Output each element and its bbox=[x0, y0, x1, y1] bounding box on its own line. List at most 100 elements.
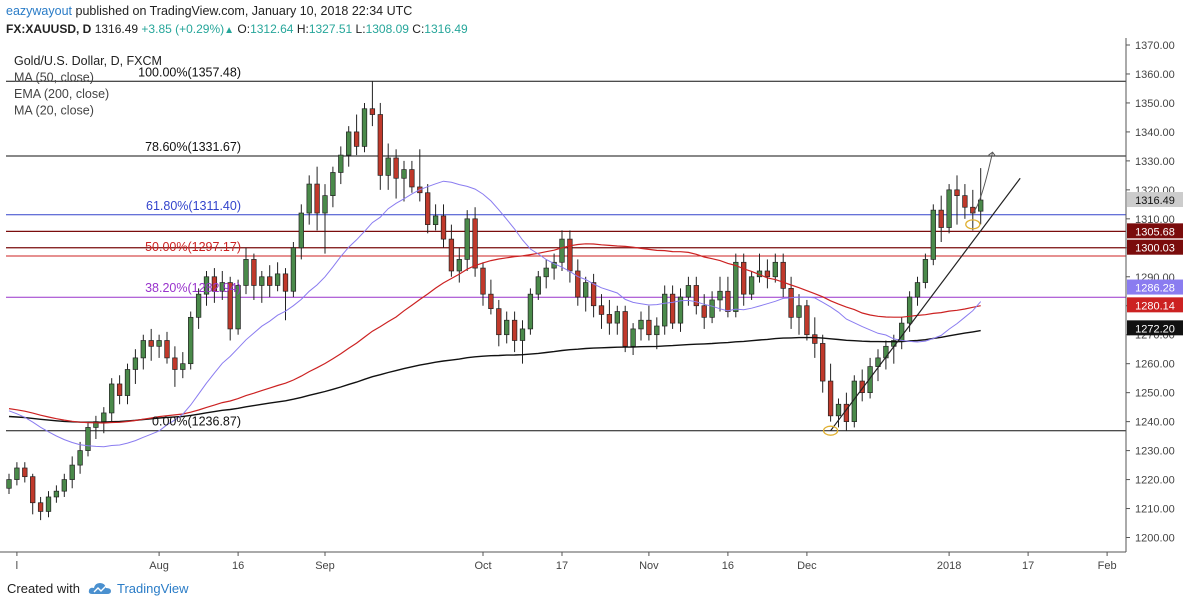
candle bbox=[646, 305, 652, 341]
candle bbox=[938, 195, 944, 243]
candle-body-up bbox=[203, 276, 210, 295]
candle bbox=[61, 473, 67, 497]
pivot-marker bbox=[822, 425, 839, 436]
candle bbox=[606, 299, 613, 335]
candle-body-down bbox=[962, 195, 968, 208]
candle bbox=[164, 331, 170, 364]
candle bbox=[583, 276, 589, 312]
candle bbox=[962, 184, 968, 219]
candle bbox=[298, 204, 304, 260]
candle bbox=[685, 276, 692, 306]
candle bbox=[764, 259, 771, 289]
candle-body-up bbox=[527, 293, 534, 330]
candle bbox=[875, 349, 881, 382]
candle bbox=[662, 285, 668, 335]
price-change: +3.85 (+0.29%) bbox=[141, 22, 225, 36]
candle bbox=[820, 334, 826, 393]
candle bbox=[69, 456, 75, 489]
price-chart[interactable]: 100.00%(1357.48) 78.60%(1331.67) 61.80%(13… bbox=[0, 38, 1184, 572]
candle bbox=[172, 346, 178, 387]
time-tick-label: 16 bbox=[722, 560, 734, 572]
candle bbox=[195, 288, 202, 329]
candle bbox=[669, 285, 676, 329]
candle-body-down bbox=[377, 114, 383, 176]
candle bbox=[306, 175, 312, 225]
candle bbox=[22, 462, 28, 483]
candle bbox=[53, 485, 60, 503]
candle bbox=[551, 253, 557, 280]
candle bbox=[361, 102, 368, 153]
candle-body-up bbox=[922, 259, 929, 283]
candle bbox=[511, 311, 518, 353]
candle bbox=[93, 415, 99, 440]
symbol-label[interactable]: FX:XAUUSD, D bbox=[6, 22, 92, 36]
candle-body-down bbox=[820, 343, 826, 382]
close-value: 1316.49 bbox=[424, 22, 468, 36]
candle bbox=[235, 279, 241, 335]
price-badge bbox=[1127, 223, 1183, 239]
candle-body-down bbox=[701, 305, 707, 318]
candle bbox=[322, 184, 328, 254]
open-value: 1312.64 bbox=[250, 22, 294, 36]
candle-body-up bbox=[717, 290, 723, 301]
publish-line: eazywayout published on TradingView.com,… bbox=[6, 4, 412, 18]
price-tick-label: 1360.00 bbox=[1135, 69, 1175, 81]
author-link[interactable]: eazywayout bbox=[6, 4, 73, 18]
candle bbox=[922, 253, 929, 289]
candle-body-up bbox=[298, 212, 304, 249]
up-arrow-icon: ▲ bbox=[224, 25, 235, 36]
candle-body-up bbox=[14, 467, 20, 480]
candle-body-up bbox=[733, 261, 739, 312]
candle-body-up bbox=[559, 238, 565, 263]
fib-level-label: 0.00%(1236.87) bbox=[152, 415, 241, 429]
time-tick-label: Nov bbox=[639, 560, 659, 572]
candle bbox=[85, 421, 91, 457]
legend-item: Gold/U.S. Dollar, D, FXCM bbox=[14, 54, 162, 68]
open-label: O: bbox=[237, 22, 251, 36]
candle bbox=[45, 491, 52, 518]
time-tick-label: l bbox=[16, 560, 18, 572]
candle bbox=[717, 276, 723, 312]
candle-body-down bbox=[488, 293, 494, 309]
candle-body-down bbox=[267, 276, 273, 286]
candle bbox=[6, 473, 12, 495]
candle-body-up bbox=[61, 479, 67, 492]
candle-body-down bbox=[116, 383, 123, 396]
candle-body-up bbox=[519, 328, 526, 341]
candle-body-down bbox=[369, 108, 376, 115]
candle bbox=[77, 441, 83, 474]
candle-body-down bbox=[393, 157, 399, 179]
candle-body-up bbox=[638, 319, 644, 330]
candle bbox=[219, 270, 225, 300]
candle bbox=[385, 143, 391, 190]
candle-body-up bbox=[456, 259, 462, 272]
price-tick-label: 1200.00 bbox=[1135, 533, 1175, 545]
candle bbox=[346, 126, 352, 167]
candle-body-down bbox=[622, 311, 628, 347]
price-tick-label: 1370.00 bbox=[1135, 40, 1175, 52]
candle-body-up bbox=[978, 199, 984, 212]
candle bbox=[859, 369, 865, 402]
candle bbox=[693, 276, 699, 315]
tradingview-link[interactable]: TradingView bbox=[117, 581, 189, 596]
candle-body-down bbox=[788, 288, 794, 318]
candle-body-down bbox=[172, 357, 178, 370]
candle-body-up bbox=[45, 496, 52, 512]
price-tick-label: 1310.00 bbox=[1135, 214, 1175, 226]
candle-body-up bbox=[748, 276, 755, 295]
candle bbox=[180, 352, 186, 379]
candle-body-up bbox=[6, 479, 12, 489]
time-tick-label: 17 bbox=[1022, 560, 1034, 572]
candle-body-up bbox=[464, 218, 470, 260]
candle-body-up bbox=[543, 267, 549, 278]
candle-body-up bbox=[504, 319, 510, 336]
candle bbox=[701, 294, 707, 329]
candle-body-up bbox=[290, 247, 297, 292]
candle-body-up bbox=[772, 261, 778, 278]
fib-level-label: 50.00%(1297.17) bbox=[145, 240, 241, 254]
candle-body-down bbox=[472, 218, 478, 269]
candle-body-up bbox=[85, 427, 91, 451]
candle-body-up bbox=[906, 296, 913, 324]
candle-body-down bbox=[590, 282, 597, 307]
candle-body-down bbox=[827, 380, 834, 417]
